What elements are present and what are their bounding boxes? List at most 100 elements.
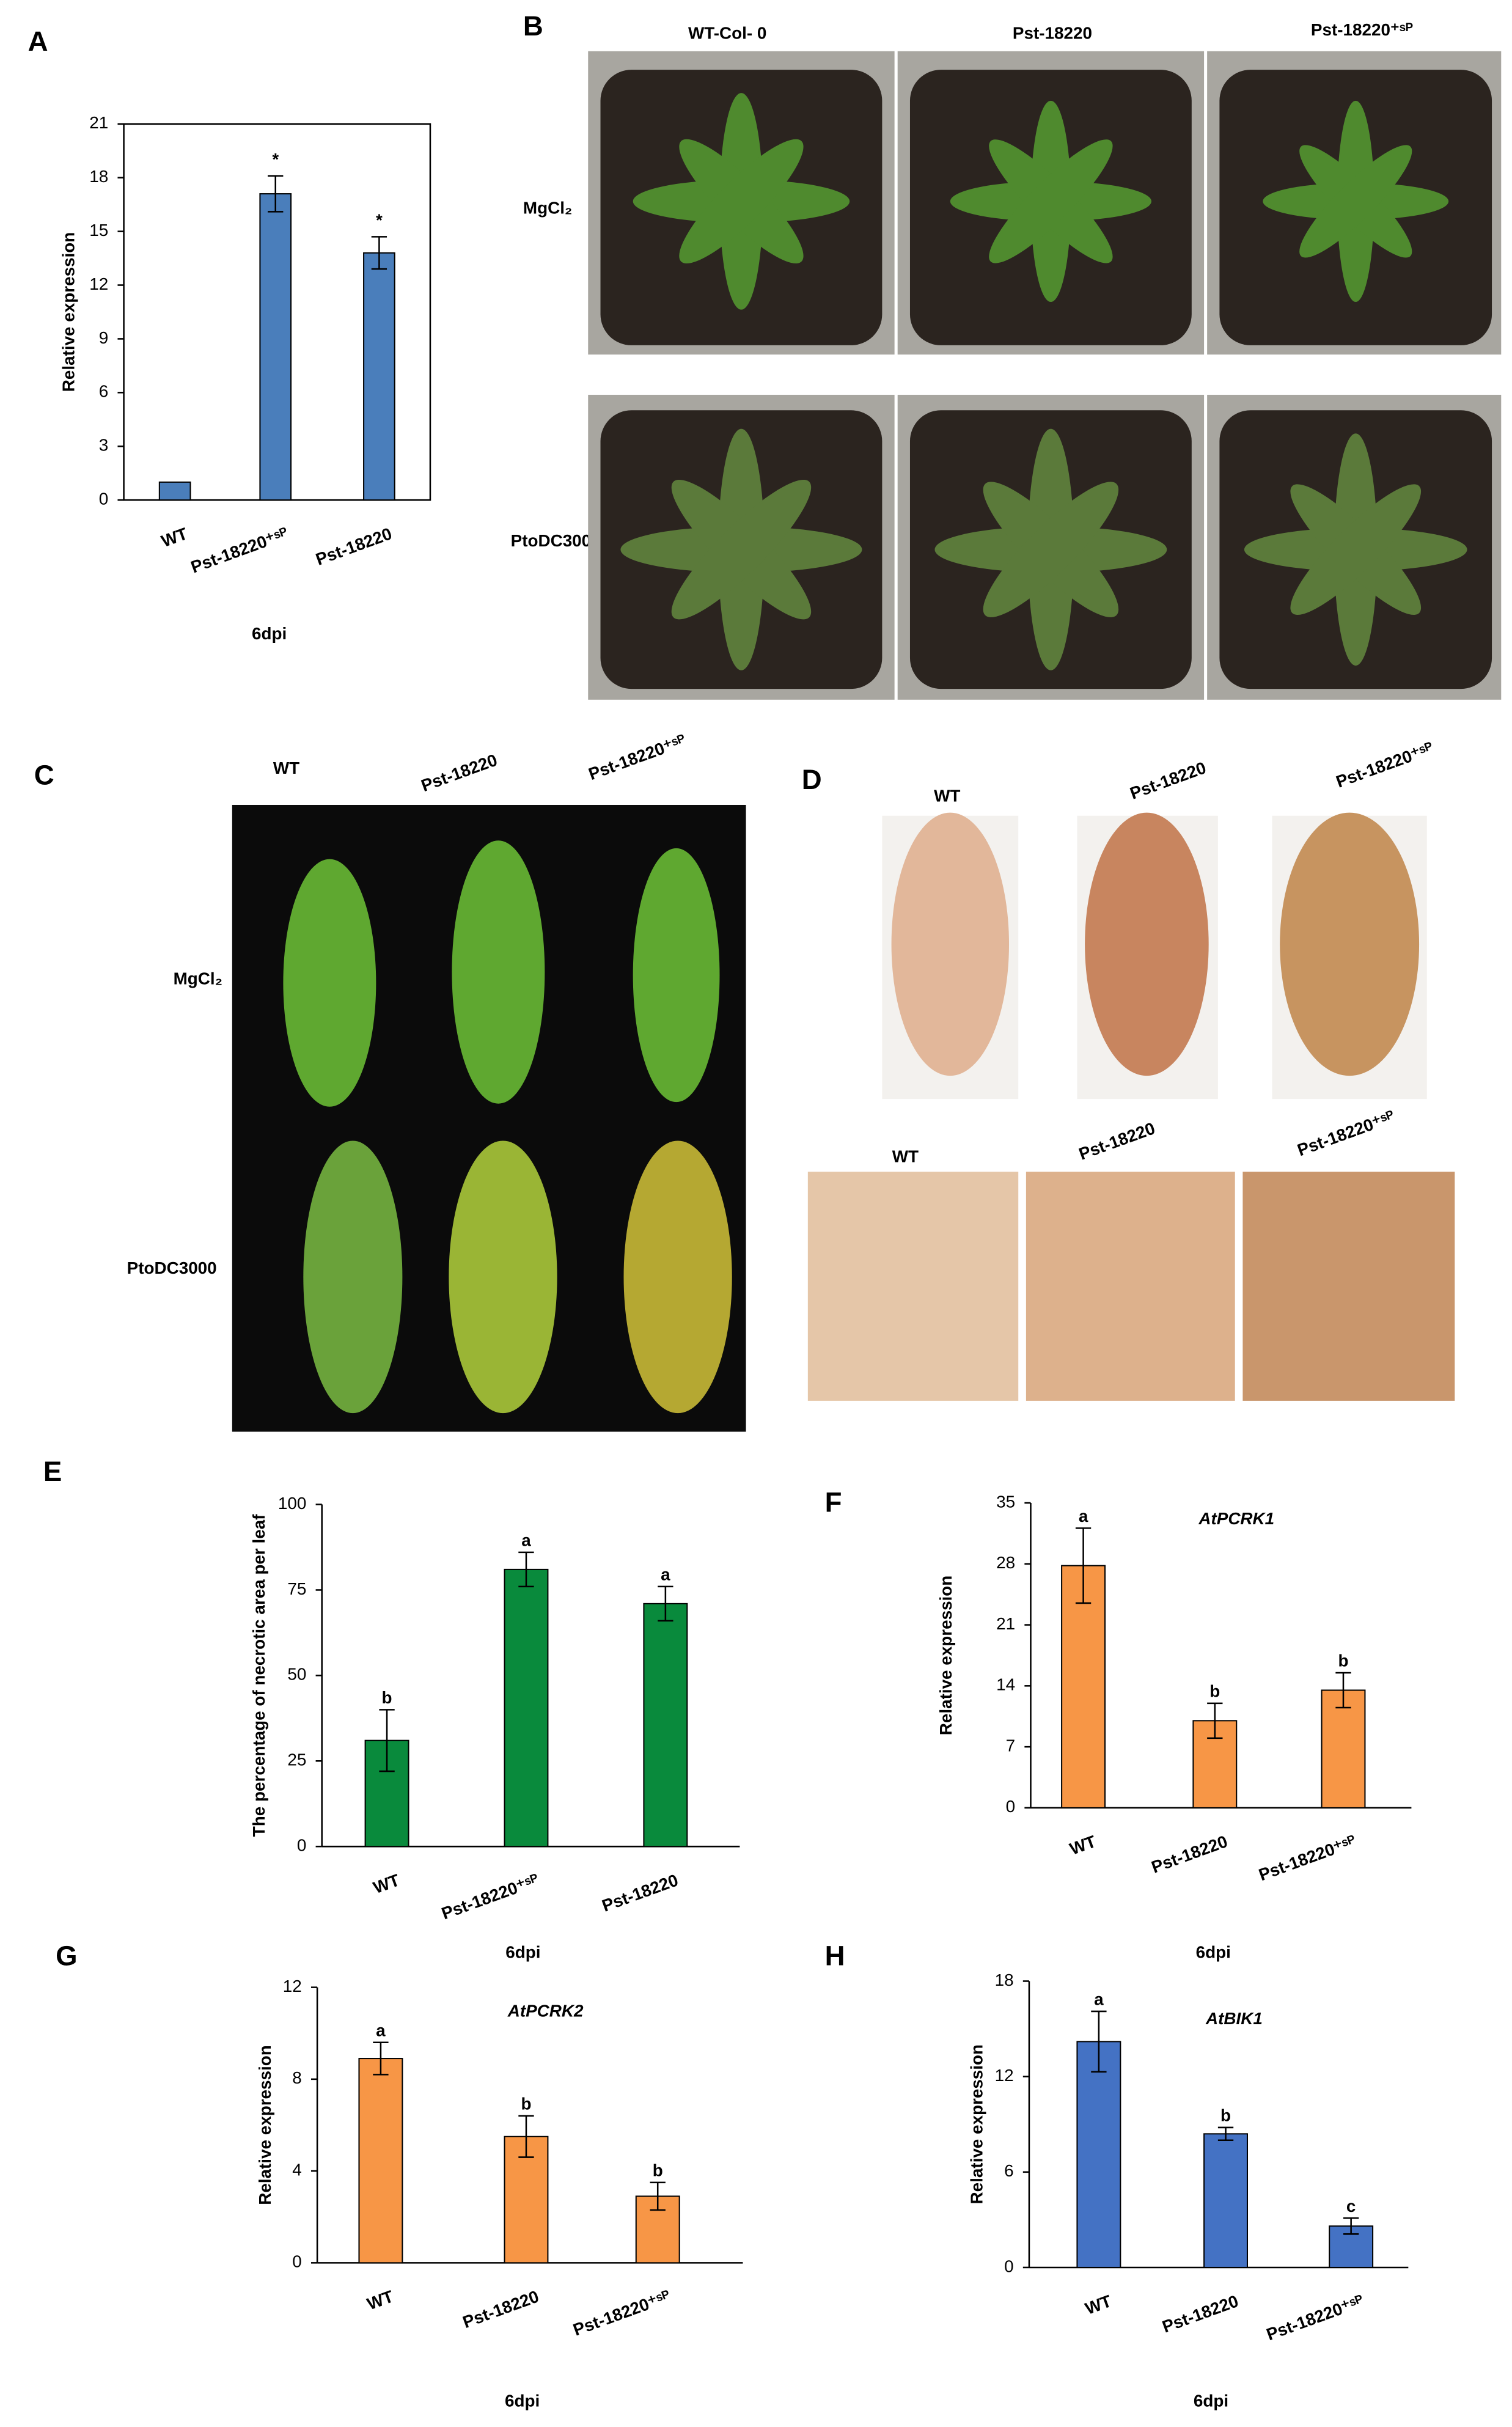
y-tick-label: 9 [99,328,109,347]
row-label: PtoDC3000 [511,531,601,550]
x-tick-label: Pst-18220⁺ˢᴾ [439,1870,541,1923]
bar [363,252,395,501]
y-axis-label: Relative expression [255,2045,274,2205]
y-tick-label: 12 [995,2066,1014,2085]
bar [158,481,191,501]
panel-letter: F [825,1487,842,1518]
x-tick-label: Pst-18220 [600,1870,681,1915]
y-axis-label: Relative expression [59,232,78,392]
y-tick-label: 12 [283,1977,302,1996]
error-bar [1091,2010,1107,2073]
y-tick-label: 3 [99,436,109,455]
x-tick-label: WT [371,1870,402,1897]
y-tick-label: 0 [297,1836,307,1855]
panel-letter: G [56,1940,77,1972]
column-label: WT [934,787,960,806]
panel-c: C WT Pst-18220 Pst-18220⁺ˢᴾ MgCl₂ PtoDC3… [34,731,746,1432]
error-bar [650,2181,666,2211]
x-axis-label: 6dpi [505,2392,540,2410]
significance-label: * [272,150,279,169]
column-label: WT [892,1147,919,1166]
y-tick-label: 4 [292,2160,302,2179]
error-bar [1335,1672,1351,1709]
bar [1203,2133,1248,2268]
y-tick-label: 0 [1004,2256,1013,2275]
panel-letter: D [802,764,822,795]
panel-letter: B [523,10,543,42]
y-tick-label: 21 [996,1614,1015,1633]
y-tick-label: 21 [89,113,108,132]
y-tick-label: 25 [287,1750,306,1769]
error-bar [658,1585,673,1622]
leaf-photo [232,804,746,1432]
bar [1321,1689,1366,1808]
panel-letter: C [34,759,54,790]
y-axis-label: Relative expression [936,1576,955,1736]
column-label: Pst-18220⁺ˢᴾ [586,731,689,784]
y-tick-label: 35 [996,1492,1015,1511]
significance-label: b [382,1688,392,1707]
y-tick-label: 12 [89,274,108,293]
y-tick-label: 18 [995,1970,1014,1989]
error-bar [1075,1527,1092,1604]
panel-letter: H [825,1940,845,1972]
y-tick-label: 7 [1006,1736,1016,1755]
x-tick-label: WT [159,524,190,551]
x-tick-label: Pst-18220⁺ˢᴾ [571,2286,673,2339]
column-label: Pst-18220⁺ˢᴾ [1295,1107,1398,1159]
panel-letter: E [43,1456,62,1487]
error-bar [268,175,284,213]
x-axis-label: 6dpi [252,624,287,643]
significance-label: a [1094,1990,1104,2009]
significance-label: * [376,210,383,229]
y-tick-label: 100 [278,1494,306,1513]
chart-title: AtPCRK1 [1198,1509,1274,1528]
y-axis-label: Relative expression [967,2044,986,2205]
y-tick-label: 0 [99,489,109,508]
column-label: Pst-18220⁺ˢᴾ [1334,738,1436,791]
bar [1076,2041,1121,2268]
x-tick-label: WT [1067,1832,1098,1859]
y-tick-label: 18 [89,167,108,186]
error-bar [1207,1702,1223,1739]
column-label: Pst-18220 [1076,1118,1158,1164]
y-tick-label: 0 [292,2252,302,2271]
x-tick-label: Pst-18220⁺ˢᴾ [188,524,291,576]
row-label: MgCl₂ [174,969,222,988]
x-tick-label: Pst-18220 [313,524,394,569]
significance-label: b [653,2161,663,2180]
bar [504,1568,549,1848]
row-label: MgCl₂ [523,198,572,217]
y-tick-label: 15 [89,221,108,240]
panel-d: D WT Pst-18220 Pst-18220⁺ˢᴾ WT Pst-18220… [802,738,1455,1401]
significance-label: b [1209,1681,1220,1700]
error-bar [518,1551,534,1588]
significance-label: b [1338,1651,1348,1670]
x-tick-label: Pst-18220 [1149,1832,1230,1877]
error-bar [518,2115,534,2158]
y-tick-label: 8 [292,2068,302,2087]
error-bar [371,236,387,270]
column-label: WT [273,758,299,777]
x-tick-label: Pst-18220 [1160,2291,1241,2337]
x-axis-label: 6dpi [1194,2392,1228,2410]
x-tick-label: Pst-18220⁺ˢᴾ [1264,2291,1367,2344]
error-bar [1217,2126,1234,2142]
panel-letter: A [28,26,48,57]
chart-title: AtPCRK2 [507,2001,584,2020]
y-tick-label: 28 [996,1553,1015,1572]
chart-title: AtBIK1 [1205,2009,1263,2028]
y-tick-label: 14 [996,1675,1015,1694]
x-tick-label: Pst-18220⁺ˢᴾ [1256,1832,1359,1884]
x-tick-label: Pst-18220 [460,2286,541,2332]
y-tick-label: 6 [1004,2161,1013,2180]
significance-label: c [1346,2197,1356,2216]
x-tick-label: WT [1082,2291,1114,2318]
significance-label: a [1079,1507,1088,1526]
x-axis-label: 6dpi [1196,1942,1231,1961]
x-axis-label: 6dpi [505,1942,540,1961]
error-bar [373,2041,389,2076]
significance-label: b [1220,2106,1231,2125]
